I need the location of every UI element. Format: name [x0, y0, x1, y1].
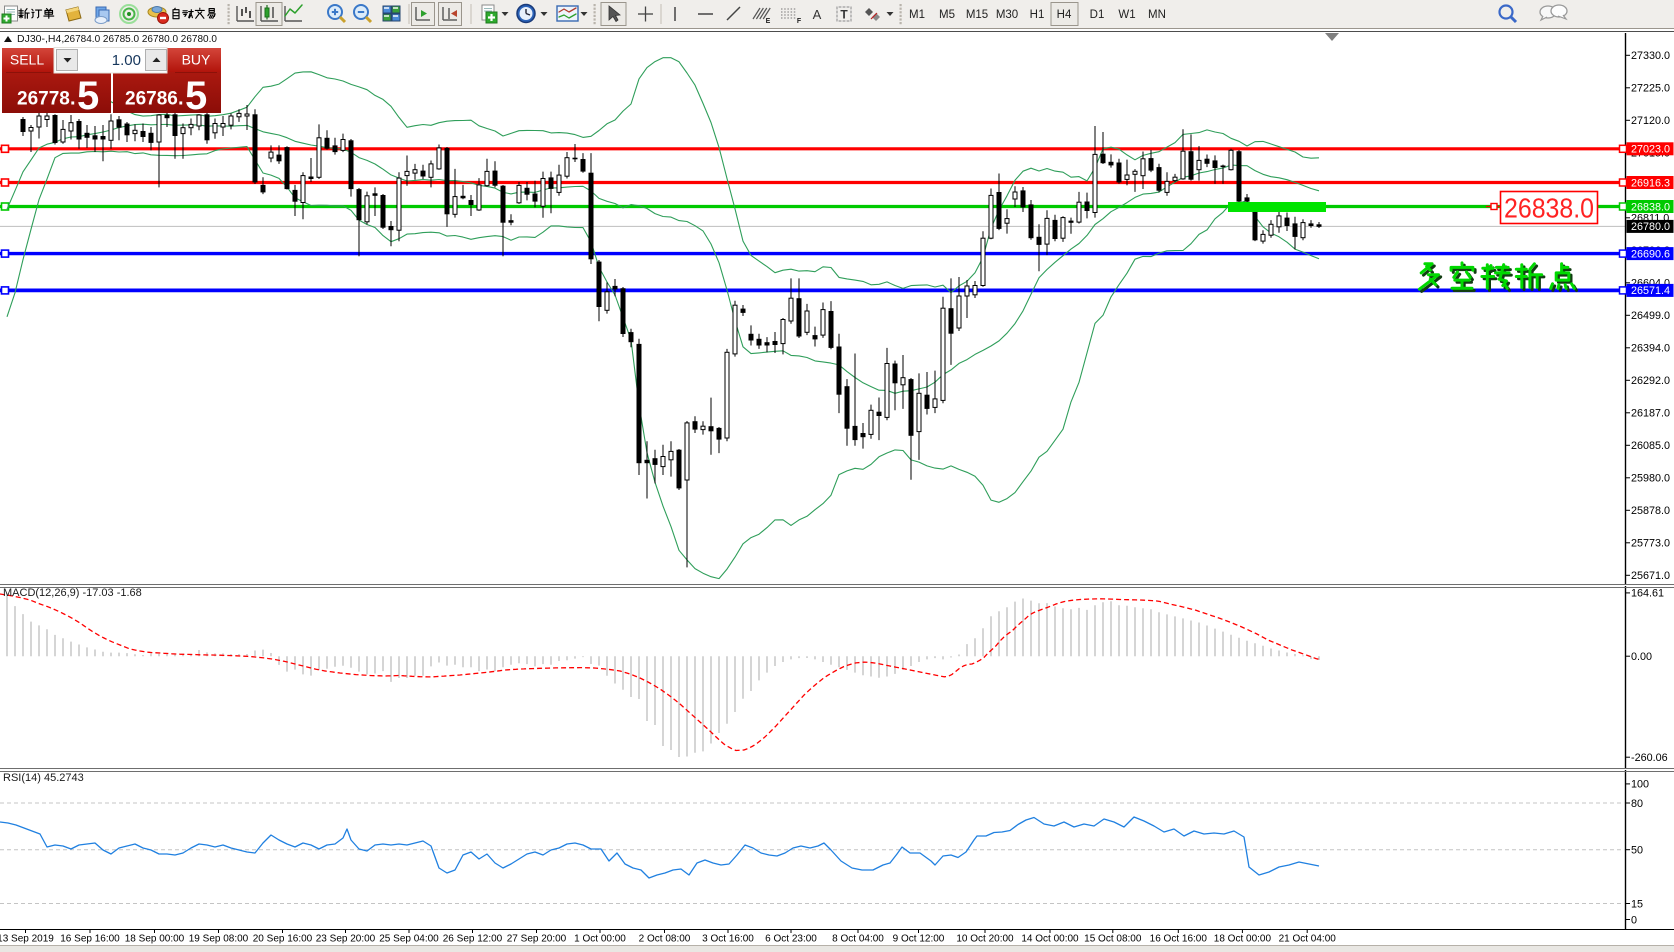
svg-text:26916.3: 26916.3: [1631, 177, 1670, 189]
svg-text:-260.06: -260.06: [1631, 752, 1668, 764]
svg-text:16 Sep 16:00: 16 Sep 16:00: [60, 934, 120, 945]
svg-text:27023.0: 27023.0: [1631, 144, 1670, 156]
svg-text:80: 80: [1631, 798, 1643, 810]
svg-text:25980.0: 25980.0: [1631, 473, 1670, 485]
svg-text:A: A: [813, 7, 822, 22]
svg-text:8 Oct 04:00: 8 Oct 04:00: [832, 934, 884, 945]
svg-text:W1: W1: [1118, 9, 1135, 21]
svg-text:26786: 26786: [125, 89, 178, 110]
svg-text:18 Sep 00:00: 18 Sep 00:00: [125, 934, 185, 945]
svg-text:25 Sep 04:00: 25 Sep 04:00: [379, 934, 439, 945]
svg-text:MACD(12,26,9) -17.03 -1.68: MACD(12,26,9) -17.03 -1.68: [3, 587, 142, 599]
svg-text:M30: M30: [996, 9, 1018, 21]
svg-text:26 Sep 12:00: 26 Sep 12:00: [443, 934, 503, 945]
svg-text:D1: D1: [1090, 9, 1105, 21]
svg-text:0: 0: [1631, 914, 1637, 926]
svg-text:26778: 26778: [17, 89, 70, 110]
svg-text:16 Oct 16:00: 16 Oct 16:00: [1150, 934, 1208, 945]
svg-text:26571.4: 26571.4: [1631, 285, 1670, 297]
svg-text:9 Oct 12:00: 9 Oct 12:00: [893, 934, 945, 945]
svg-text:BUY: BUY: [182, 52, 211, 68]
svg-text:26085.0: 26085.0: [1631, 440, 1670, 452]
svg-text:H4: H4: [1057, 9, 1072, 21]
svg-text:10 Oct 20:00: 10 Oct 20:00: [956, 934, 1014, 945]
svg-text:26499.0: 26499.0: [1631, 310, 1670, 322]
svg-text:RSI(14) 45.2743: RSI(14) 45.2743: [3, 772, 84, 784]
svg-text:26187.0: 26187.0: [1631, 408, 1670, 420]
svg-text:14 Oct 00:00: 14 Oct 00:00: [1021, 934, 1079, 945]
svg-text:26394.0: 26394.0: [1631, 343, 1670, 355]
svg-text:26838.0: 26838.0: [1631, 201, 1670, 213]
svg-text:25878.0: 25878.0: [1631, 505, 1670, 517]
svg-text:164.61: 164.61: [1631, 588, 1664, 600]
svg-text:27120.0: 27120.0: [1631, 115, 1670, 127]
svg-text:18 Oct 00:00: 18 Oct 00:00: [1214, 934, 1272, 945]
svg-text:15 Oct 08:00: 15 Oct 08:00: [1084, 934, 1142, 945]
svg-text:6 Oct 23:00: 6 Oct 23:00: [765, 934, 817, 945]
svg-text:26780.0: 26780.0: [1631, 221, 1670, 233]
svg-text:20 Sep 16:00: 20 Sep 16:00: [253, 934, 313, 945]
svg-text:1 Oct 00:00: 1 Oct 00:00: [574, 934, 626, 945]
svg-text:T: T: [840, 8, 848, 22]
svg-text:5: 5: [185, 74, 207, 118]
svg-text:M15: M15: [966, 9, 988, 21]
svg-text:13 Sep 2019: 13 Sep 2019: [0, 934, 54, 945]
svg-text:F: F: [797, 18, 802, 25]
svg-text:19 Sep 08:00: 19 Sep 08:00: [189, 934, 249, 945]
svg-text:27225.0: 27225.0: [1631, 83, 1670, 95]
svg-text:.: .: [70, 88, 76, 110]
svg-text:23 Sep 20:00: 23 Sep 20:00: [316, 934, 376, 945]
svg-text:27330.0: 27330.0: [1631, 50, 1670, 62]
svg-text:MN: MN: [1148, 9, 1166, 21]
svg-text:E: E: [766, 18, 771, 25]
svg-text:3 Oct 16:00: 3 Oct 16:00: [702, 934, 754, 945]
svg-text:21 Oct 04:00: 21 Oct 04:00: [1279, 934, 1337, 945]
svg-text:2 Oct 08:00: 2 Oct 08:00: [639, 934, 691, 945]
svg-text:DJ30-,H4,: DJ30-,H4,: [17, 33, 64, 45]
svg-text:1.00: 1.00: [112, 52, 141, 69]
svg-text:H1: H1: [1030, 9, 1045, 21]
svg-text:5: 5: [77, 74, 99, 118]
svg-text:26784.0 26785.0 26780.0 26780.: 26784.0 26785.0 26780.0 26780.0: [64, 34, 217, 45]
svg-text:25671.0: 25671.0: [1631, 570, 1670, 582]
svg-text:25773.0: 25773.0: [1631, 538, 1670, 550]
svg-text:26292.0: 26292.0: [1631, 375, 1670, 387]
svg-text:SELL: SELL: [10, 52, 44, 68]
svg-text:.: .: [178, 88, 184, 110]
svg-text:M1: M1: [909, 9, 925, 21]
svg-text:15: 15: [1631, 898, 1643, 910]
svg-text:M5: M5: [939, 9, 955, 21]
svg-text:50: 50: [1631, 845, 1643, 857]
svg-text:26690.6: 26690.6: [1631, 248, 1670, 260]
svg-text:100: 100: [1631, 779, 1649, 791]
svg-text:27 Sep 20:00: 27 Sep 20:00: [507, 934, 567, 945]
svg-text:26838.0: 26838.0: [1504, 193, 1594, 224]
svg-text:0.00: 0.00: [1631, 651, 1652, 663]
